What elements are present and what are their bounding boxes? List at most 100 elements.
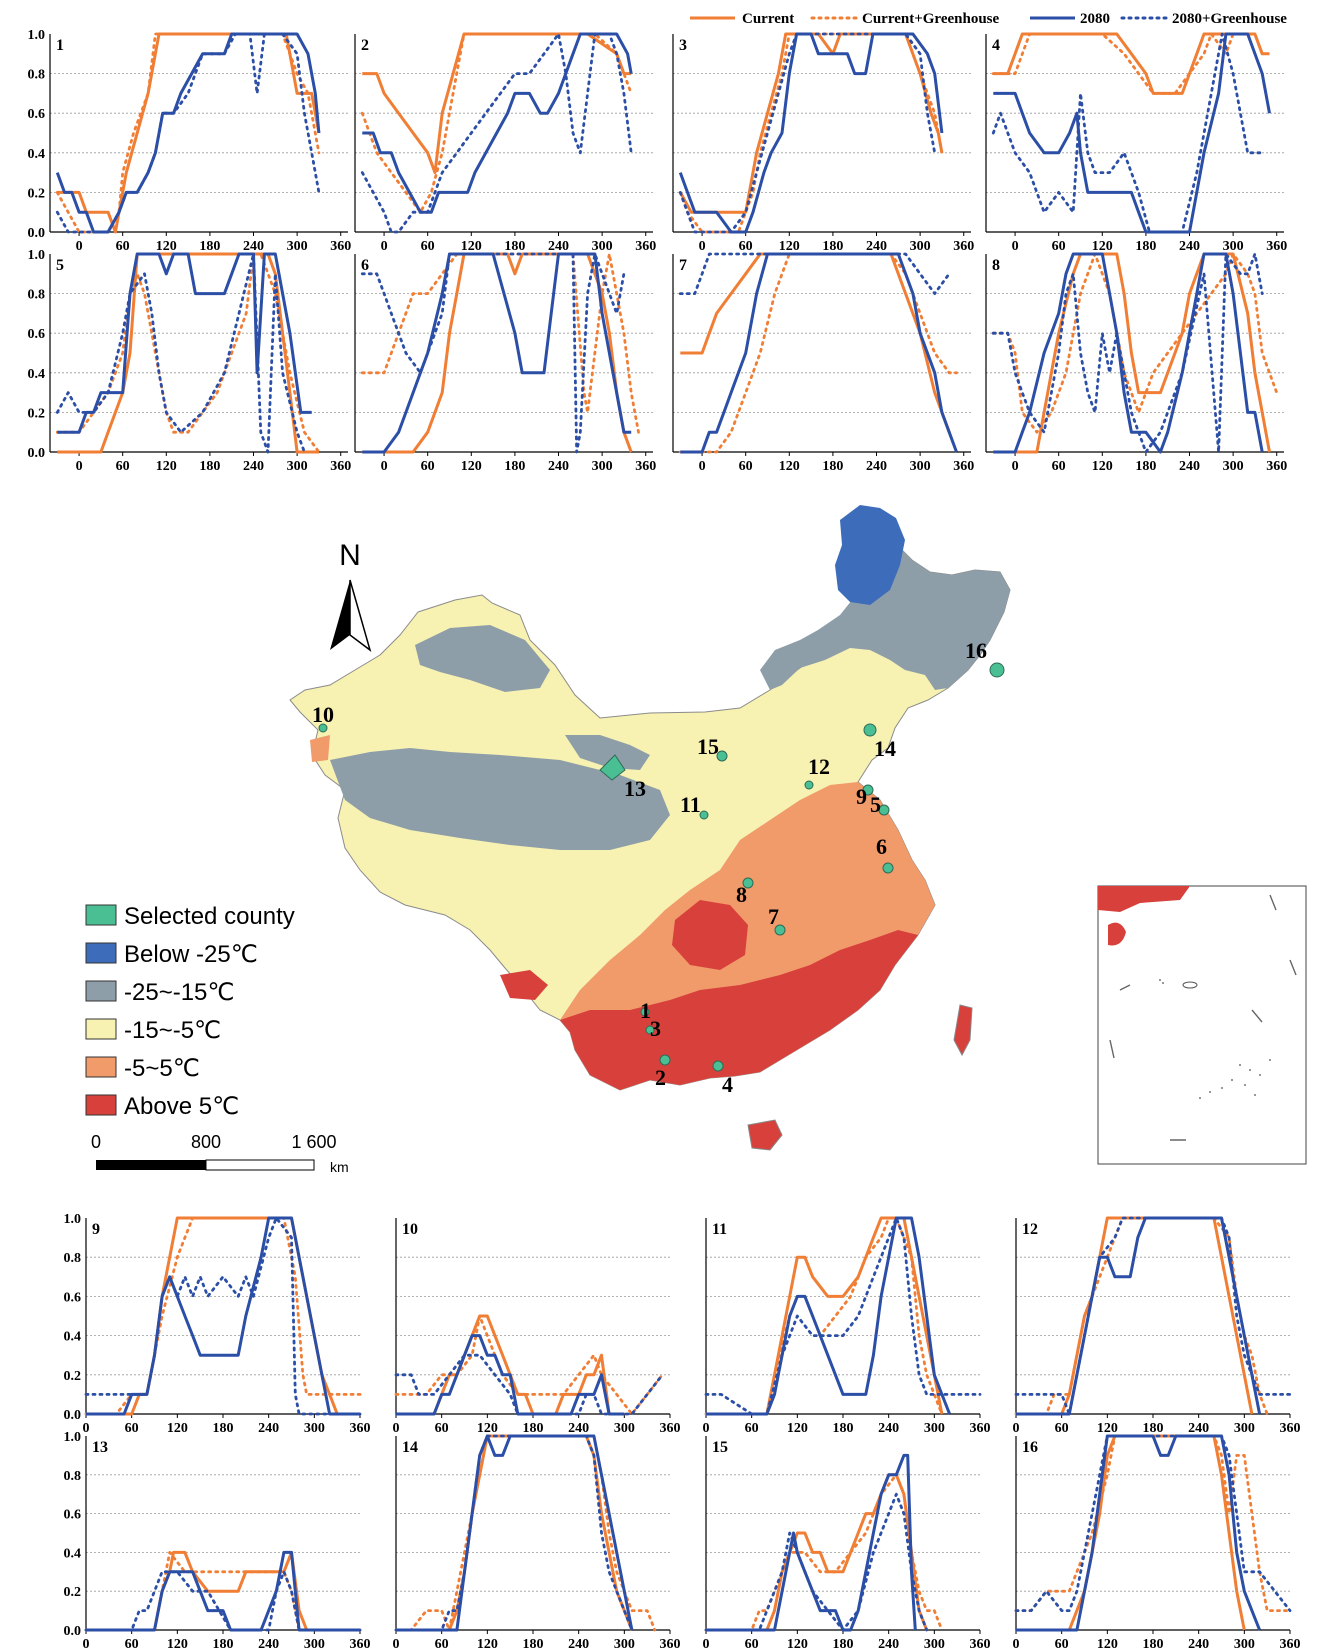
chart-panel-4: 0 60 120 180 240 300 360 4 bbox=[985, 32, 1287, 254]
x-tick-label: 0 bbox=[83, 1637, 90, 1648]
map-legend-swatch-1 bbox=[85, 942, 117, 964]
x-tick-label: 180 bbox=[199, 239, 220, 254]
x-tick-label: 360 bbox=[635, 459, 656, 474]
panel-number: 4 bbox=[992, 37, 1000, 54]
chart-panel-16: 0 60 120 180 240 300 360 16 bbox=[1013, 1434, 1301, 1648]
x-tick-label: 120 bbox=[787, 1637, 808, 1648]
map-inset-dashes bbox=[1109, 894, 1297, 1141]
x-tick-label: 60 bbox=[1052, 239, 1066, 254]
series-line-2080-greenhouse bbox=[84, 1216, 362, 1416]
map-legend-label-4: -5~5℃ bbox=[124, 1055, 200, 1082]
county-14 bbox=[863, 723, 877, 737]
scale-bar: 0 800 1 600 km bbox=[91, 1132, 349, 1175]
panel-number: 7 bbox=[679, 257, 687, 274]
x-tick-label: 240 bbox=[548, 239, 569, 254]
series-line-current-greenhouse bbox=[84, 1216, 362, 1416]
map-taiwan bbox=[953, 1004, 973, 1057]
series-line-2080-greenhouse bbox=[991, 32, 1264, 234]
x-tick-label: 60 bbox=[739, 239, 753, 254]
x-tick-label: 0 bbox=[381, 459, 388, 474]
chart-panel-14: 0 60 120 180 240 300 360 14 bbox=[393, 1434, 681, 1648]
series-line-2080-greenhouse bbox=[360, 252, 626, 454]
x-tick-label: 360 bbox=[350, 1637, 371, 1648]
county-label-10: 10 bbox=[312, 702, 334, 727]
y-tick-label: 0.8 bbox=[64, 1251, 82, 1266]
x-tick-label: 120 bbox=[461, 459, 482, 474]
x-tick-label: 360 bbox=[660, 1637, 681, 1648]
map: 1 2 3 4 5 6 7 8 9 10 11 12 13 14 15 16 N… bbox=[85, 505, 1307, 1175]
map-region-warm-xinjiang bbox=[310, 735, 330, 762]
y-tick-label: 1.0 bbox=[64, 1430, 82, 1445]
map-inset-reef bbox=[1182, 981, 1198, 989]
legend-label-current-greenhouse: Current+Greenhouse bbox=[862, 11, 999, 27]
x-tick-label: 180 bbox=[213, 1421, 234, 1436]
map-hainan bbox=[747, 1119, 783, 1151]
x-tick-label: 60 bbox=[421, 459, 435, 474]
x-tick-label: 360 bbox=[1280, 1421, 1301, 1436]
series-line-2080-greenhouse bbox=[394, 1353, 664, 1416]
y-tick-label: 0.8 bbox=[28, 288, 46, 303]
x-tick-label: 60 bbox=[125, 1637, 139, 1648]
x-tick-label: 120 bbox=[167, 1421, 188, 1436]
series-line-current-greenhouse bbox=[704, 1216, 944, 1416]
panel-number: 5 bbox=[56, 257, 64, 274]
x-tick-label: 240 bbox=[878, 1637, 899, 1648]
map-legend: Selected county Below -25℃ -25~-15℃ -15~… bbox=[85, 903, 295, 1120]
series-line-current bbox=[396, 1314, 625, 1416]
scale-unit: km bbox=[330, 1159, 349, 1175]
map-legend-swatch-0 bbox=[85, 904, 117, 926]
chart-panel-6: 0 60 120 180 240 300 360 6 bbox=[354, 252, 656, 474]
series-line-current bbox=[678, 32, 944, 214]
map-region-cold-nw bbox=[415, 625, 550, 692]
series-line-2080 bbox=[678, 32, 944, 234]
x-tick-label: 0 bbox=[83, 1421, 90, 1436]
y-tick-label: 0.0 bbox=[28, 446, 46, 461]
county-6 bbox=[882, 862, 894, 874]
x-tick-label: 300 bbox=[1234, 1637, 1255, 1648]
series-line-current-greenhouse bbox=[55, 32, 321, 234]
chart-panel-7: 0 60 120 180 240 300 360 7 bbox=[672, 252, 974, 474]
x-tick-label: 60 bbox=[1052, 459, 1066, 474]
north-label: N bbox=[339, 539, 361, 572]
series-line-2080 bbox=[706, 1453, 917, 1632]
x-tick-label: 180 bbox=[199, 459, 220, 474]
x-tick-label: 360 bbox=[660, 1421, 681, 1436]
x-tick-label: 240 bbox=[568, 1421, 589, 1436]
series-line-2080-greenhouse bbox=[678, 32, 937, 234]
county-13 bbox=[599, 754, 626, 781]
x-tick-label: 120 bbox=[787, 1421, 808, 1436]
series-line-2080-greenhouse bbox=[704, 1492, 929, 1632]
chart-panel-10: 0 60 120 180 240 300 360 10 bbox=[393, 1218, 681, 1436]
x-tick-label: 240 bbox=[258, 1637, 279, 1648]
x-tick-label: 180 bbox=[523, 1637, 544, 1648]
y-tick-label: 0.2 bbox=[64, 1585, 82, 1600]
x-tick-label: 120 bbox=[461, 239, 482, 254]
scale-segment-dark bbox=[96, 1160, 206, 1170]
x-tick-label: 0 bbox=[381, 239, 388, 254]
map-region-cold bbox=[760, 528, 1010, 690]
series-line-2080 bbox=[86, 1216, 360, 1416]
x-tick-label: 0 bbox=[1013, 1421, 1020, 1436]
chart-panel-1: 0.0 0.2 0.4 0.6 0.8 1.0 0 60 120 180 240 300 360 1 bbox=[28, 28, 352, 254]
x-tick-label: 180 bbox=[213, 1637, 234, 1648]
panel-number: 16 bbox=[1022, 1439, 1038, 1456]
series-line-current-greenhouse bbox=[55, 252, 321, 454]
panel-number: 10 bbox=[402, 1221, 418, 1238]
x-tick-label: 120 bbox=[167, 1637, 188, 1648]
series-line-current-greenhouse bbox=[394, 1434, 657, 1632]
x-tick-label: 180 bbox=[1135, 239, 1156, 254]
map-selected-counties bbox=[318, 662, 1005, 1072]
chart-panel-2: 0 60 120 180 240 300 360 2 bbox=[354, 32, 656, 254]
chart-panel-15: 0 60 120 180 240 300 360 15 bbox=[703, 1436, 991, 1648]
map-inset-frame bbox=[1097, 885, 1307, 1165]
county-1 bbox=[640, 1007, 650, 1017]
map-legend-label-0: Selected county bbox=[124, 903, 295, 930]
map-legend-label-3: -15~-5℃ bbox=[124, 1017, 221, 1044]
x-tick-label: 300 bbox=[614, 1637, 635, 1648]
x-tick-label: 180 bbox=[822, 239, 843, 254]
series-line-2080 bbox=[362, 32, 633, 214]
panel-number: 1 bbox=[56, 37, 64, 54]
panel-number: 12 bbox=[1022, 1221, 1038, 1238]
legend-label-2080: 2080 bbox=[1080, 11, 1110, 27]
